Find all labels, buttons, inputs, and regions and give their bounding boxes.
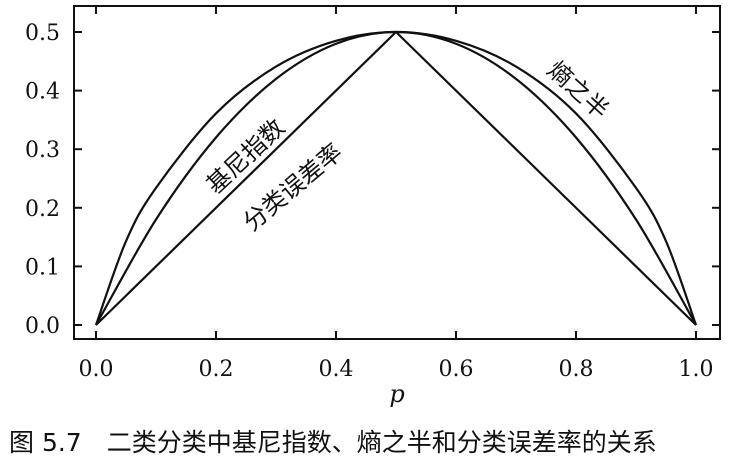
x-tick-label: 0.2: [199, 357, 234, 382]
x-tick-label: 0.8: [559, 357, 594, 382]
series-gini-index: [95, 30, 697, 326]
y-tick-label: 0.0: [25, 314, 60, 339]
plot-frame: [73, 5, 721, 340]
x-tick-label: 0.0: [79, 357, 114, 382]
y-tick-label: 0.3: [25, 138, 60, 163]
axis-ticks: 0.0 0.2 0.4 0.6 0.8 1.0 0.0 0.1 0.2 0.3 0.4 0.5: [25, 6, 720, 382]
y-tick-label: 0.4: [25, 80, 60, 105]
chart-series: [94, 30, 698, 326]
x-axis-label: p: [389, 380, 404, 408]
y-tick-label: 0.1: [25, 255, 60, 280]
y-tick-label: 0.5: [25, 21, 60, 46]
series-error-rate: [95, 30, 697, 326]
series-entropy-half: [94, 30, 698, 326]
figure-caption: 图 5.7 二类分类中基尼指数、熵之半和分类误差率的关系: [9, 428, 657, 457]
x-tick-label: 0.6: [439, 357, 474, 382]
x-tick-label: 0.4: [319, 357, 354, 382]
x-tick-label: 1.0: [679, 357, 714, 382]
y-tick-label: 0.2: [25, 197, 60, 222]
